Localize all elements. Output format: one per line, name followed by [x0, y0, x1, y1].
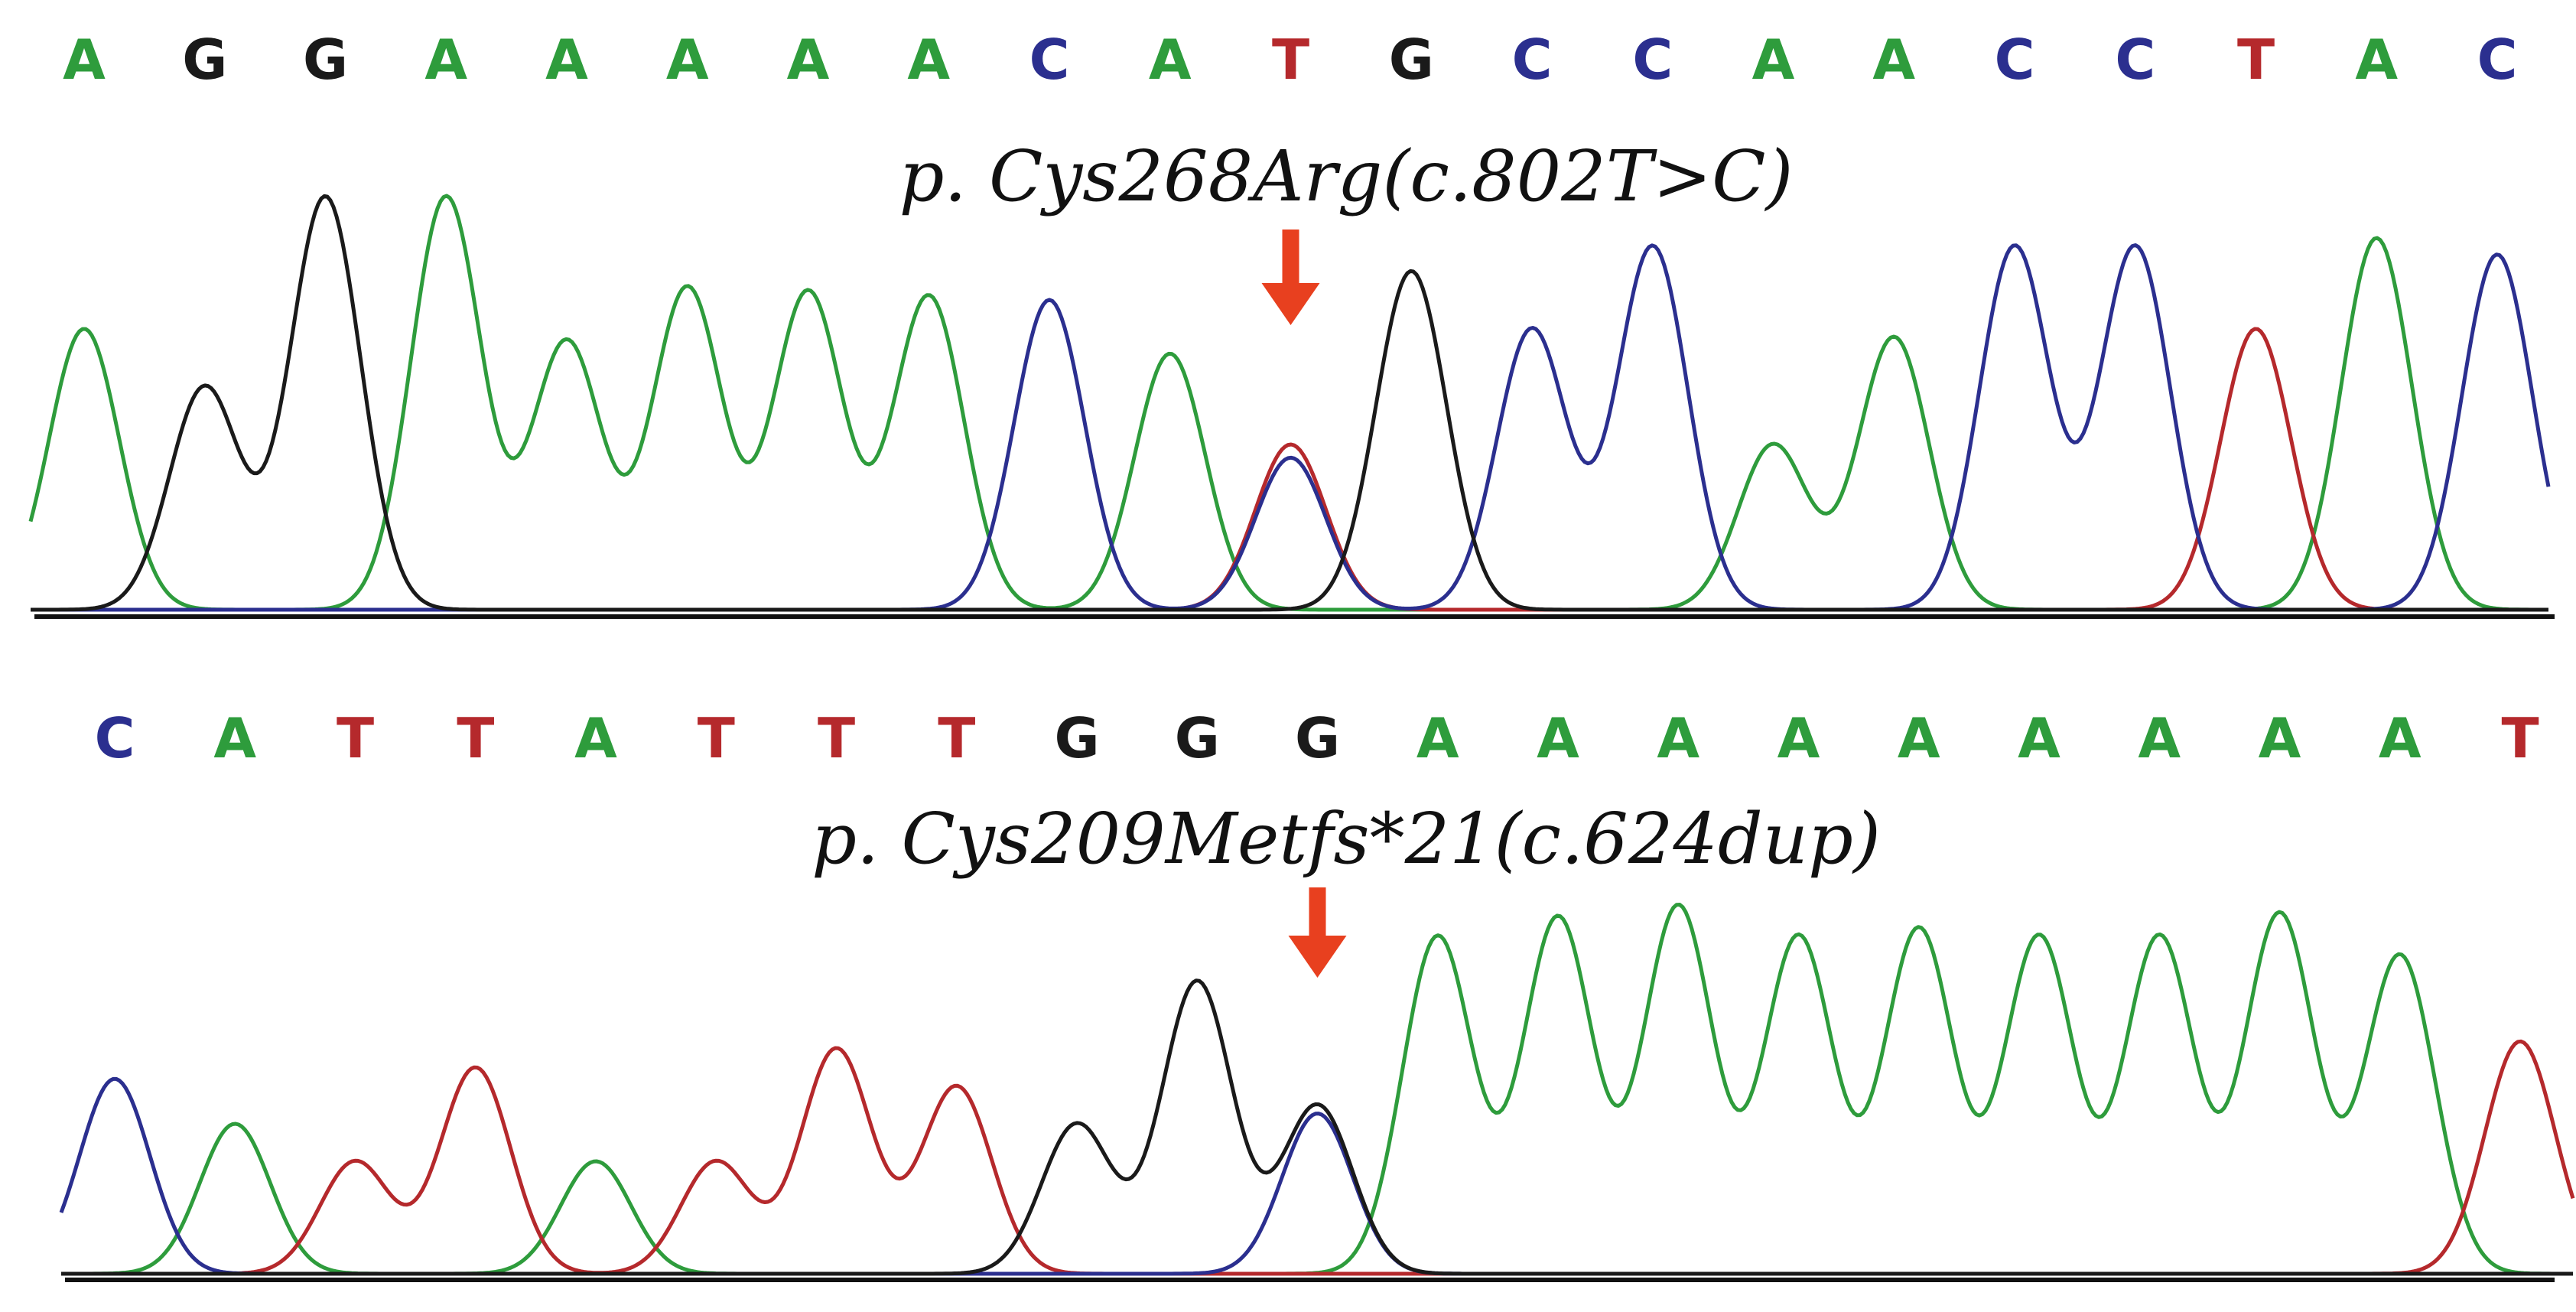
- base-call: T: [1272, 28, 1309, 92]
- base-call: A: [907, 28, 950, 92]
- mutation-arrow-top: [1261, 230, 1320, 325]
- base-call: A: [787, 28, 830, 92]
- base-call: A: [213, 706, 256, 770]
- base-call: A: [2138, 706, 2181, 770]
- base-call: T: [818, 706, 855, 770]
- base-call: C: [1632, 28, 1673, 92]
- base-call: G: [182, 28, 227, 92]
- base-call: G: [1175, 706, 1220, 770]
- base-call: A: [2355, 28, 2398, 92]
- base-call: T: [938, 706, 975, 770]
- trace-G: [31, 194, 2548, 612]
- base-call: C: [1029, 28, 1070, 92]
- trace-T: [61, 1039, 2575, 1276]
- base-call: C: [1995, 28, 2035, 92]
- base-call: G: [1295, 706, 1340, 770]
- chromatogram-top: [28, 194, 2551, 612]
- base-call: C: [1512, 28, 1553, 92]
- base-call: A: [63, 28, 106, 92]
- base-call: G: [1054, 706, 1099, 770]
- base-call: A: [1872, 28, 1915, 92]
- trace-C: [59, 1076, 2573, 1276]
- base-call: A: [1898, 706, 1940, 770]
- arrow-shaft: [1282, 230, 1299, 287]
- base-call: T: [698, 706, 735, 770]
- mutation-arrow-bottom: [1288, 887, 1347, 978]
- base-call: C: [2115, 28, 2155, 92]
- base-call: C: [95, 706, 135, 770]
- base-call: G: [303, 28, 348, 92]
- base-call: T: [457, 706, 494, 770]
- base-call: A: [2379, 706, 2422, 770]
- base-call: A: [545, 28, 588, 92]
- base-call: A: [2018, 706, 2060, 770]
- base-call: A: [2259, 706, 2301, 770]
- base-call: A: [1778, 706, 1820, 770]
- base-call: A: [1416, 706, 1459, 770]
- base-call: A: [1149, 28, 1192, 92]
- base-call: A: [1537, 706, 1579, 770]
- base-call: A: [1752, 28, 1795, 92]
- variant-label-top: p. Cys268Arg(c.802T>C): [899, 135, 1794, 217]
- arrow-shaft: [1309, 887, 1326, 939]
- chromatogram-bottom: [59, 903, 2575, 1276]
- panel-bottom: C A T T A T T T G G G A A A A A A A A A T p. Cys209Metfs*21(…: [59, 706, 2575, 1282]
- base-call: A: [574, 706, 617, 770]
- base-call: T: [2237, 28, 2275, 92]
- base-call: A: [424, 28, 467, 92]
- base-call: G: [1389, 28, 1434, 92]
- base-call: C: [2477, 28, 2518, 92]
- base-call: A: [666, 28, 709, 92]
- base-call: T: [337, 706, 374, 770]
- arrow-head: [1261, 283, 1320, 325]
- variant-label-bottom: p. Cys209Metfs*21(c.624dup): [812, 798, 1881, 880]
- arrow-head: [1288, 936, 1347, 978]
- base-call: A: [1657, 706, 1699, 770]
- trace-G: [61, 978, 2573, 1276]
- panel-top: A G G A A A A A C A T G C C A A C C T A C p. Cys268Arg(c.802…: [28, 28, 2555, 619]
- base-call: T: [2501, 706, 2539, 770]
